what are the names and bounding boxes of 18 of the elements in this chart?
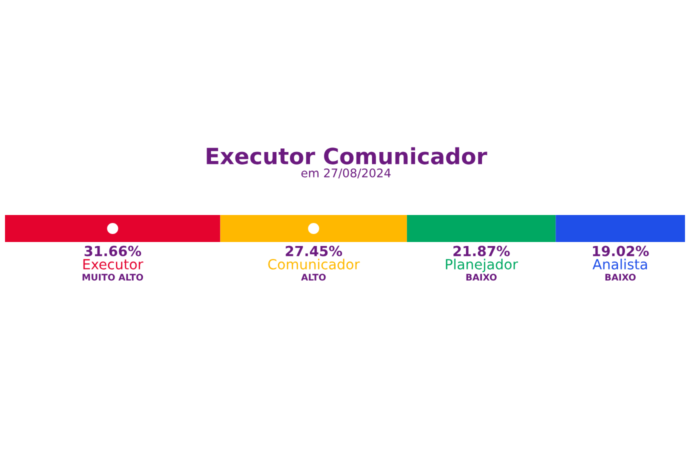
text: BAIXO	[466, 274, 497, 281]
data-label: 31.66%	[84, 246, 142, 256]
chart-subtitle: em 27/08/2024	[301, 168, 391, 178]
chart-title: Executor Comunicador	[206, 147, 488, 164]
bar	[556, 214, 685, 242]
data-label: 27.45%	[286, 246, 342, 256]
text: BAIXO	[605, 274, 636, 281]
series-label: Comunicador	[268, 258, 360, 270]
bar	[5, 214, 220, 242]
data-label: 21.87%	[453, 246, 510, 256]
bar	[406, 214, 556, 242]
series-label: Planejador	[446, 258, 518, 272]
data-label: 19.02%	[592, 246, 649, 256]
bar	[220, 214, 407, 242]
series-label: Analista	[592, 258, 647, 270]
series-label: Executor	[83, 259, 144, 270]
text: ALTO	[301, 274, 326, 281]
text: MUITO ALTO	[82, 274, 144, 281]
